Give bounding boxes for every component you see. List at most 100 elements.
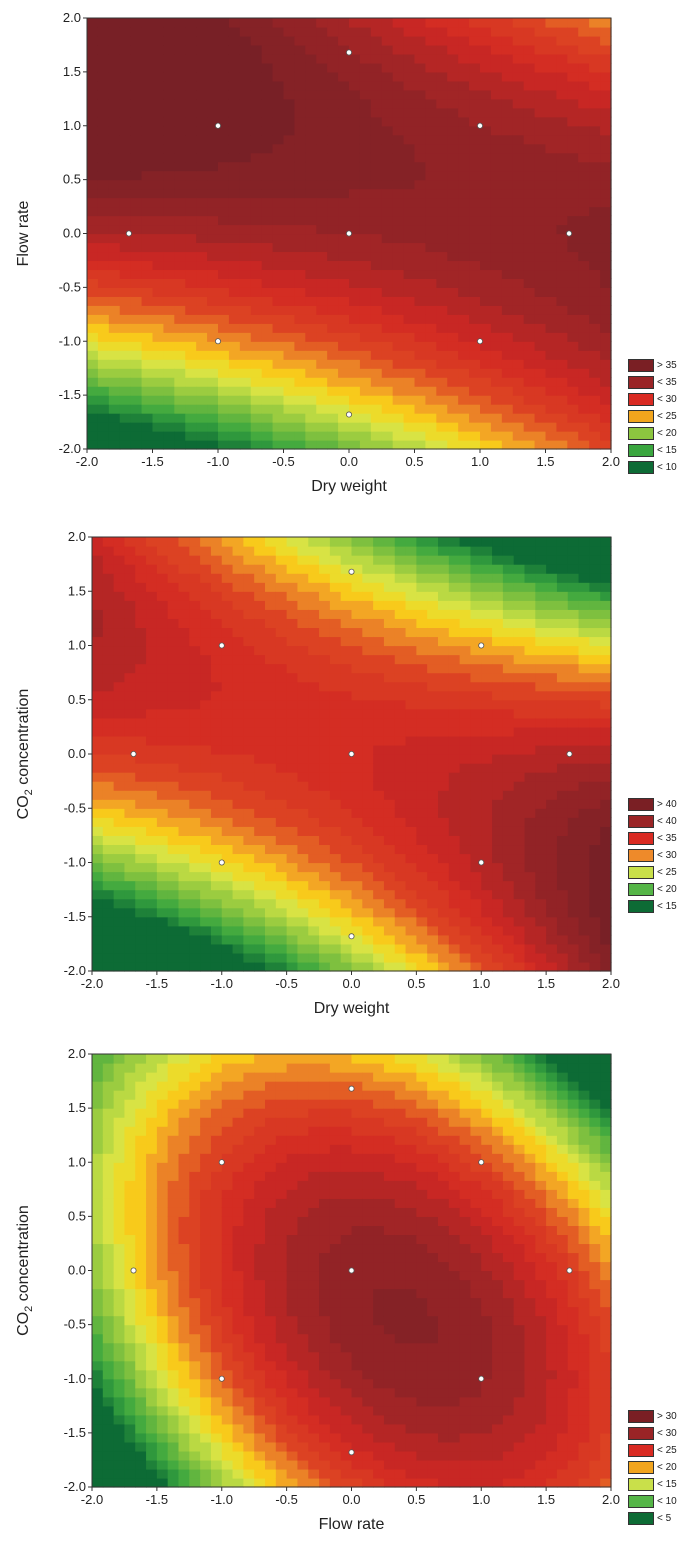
contour-cell (458, 251, 470, 262)
contour-cell (447, 80, 459, 91)
contour-cell (152, 107, 165, 118)
contour-cell (425, 341, 437, 351)
contour-cell (250, 440, 263, 450)
contour-cell (200, 654, 212, 665)
contour-cell (297, 717, 309, 728)
contour-cell (275, 663, 288, 674)
contour-cell (152, 296, 165, 306)
contour-cell (436, 251, 448, 262)
contour-cell (425, 35, 437, 46)
contour-cell (308, 591, 320, 601)
contour-cell (438, 600, 450, 610)
contour-cell (447, 143, 459, 154)
contour-cell (272, 269, 285, 279)
contour-cell (286, 546, 299, 556)
contour-cell (567, 763, 580, 773)
contour-cell (156, 763, 169, 773)
contour-cell (102, 862, 115, 873)
contour-cell (427, 898, 439, 909)
contour-cell (228, 314, 241, 324)
contour-cell (512, 170, 525, 181)
contour-cell (383, 952, 396, 963)
contour-cell (294, 53, 306, 64)
contour-cell (178, 645, 190, 656)
contour-cell (524, 934, 536, 945)
contour-cell (394, 871, 407, 882)
contour-cell (272, 53, 285, 64)
contour-cell (578, 772, 590, 782)
contour-cell (523, 305, 536, 315)
contour-cell (102, 1396, 115, 1407)
contour-cell (556, 826, 569, 836)
contour-cell (327, 134, 339, 145)
contour-cell (308, 582, 320, 592)
contour-cell (414, 116, 427, 127)
contour-cell (338, 341, 350, 351)
contour-cell (416, 916, 428, 927)
contour-cell (436, 422, 448, 432)
contour-cell (373, 772, 385, 782)
contour-cell (600, 314, 612, 324)
contour-cell (108, 260, 121, 271)
contour-cell (210, 835, 223, 846)
contour-cell (359, 296, 372, 306)
contour-cell (327, 287, 339, 297)
contour-cell (146, 600, 158, 610)
contour-cell (578, 735, 590, 746)
contour-cell (405, 726, 417, 737)
contour-cell (512, 278, 525, 288)
contour-cell (102, 591, 115, 601)
contour-cell (102, 1306, 115, 1317)
contour-plot-2: -2.0-2.0-1.5-1.5-1.0-1.0-0.5-0.50.00.00.… (15, 529, 620, 1017)
contour-cell (297, 627, 309, 638)
contour-cell (362, 781, 374, 791)
contour-cell (283, 440, 296, 450)
contour-cell (87, 35, 99, 46)
contour-cell (394, 636, 407, 647)
contour-cell (492, 934, 504, 945)
contour-cell (319, 952, 331, 963)
contour-cell (447, 206, 459, 217)
contour-cell (513, 537, 526, 547)
contour-cell (87, 341, 99, 351)
contour-cell (196, 152, 208, 163)
contour-cell (370, 233, 383, 244)
contour-cell (394, 826, 407, 836)
contour-cell (297, 934, 309, 945)
contour-cell (589, 645, 601, 656)
contour-cell (130, 305, 143, 315)
contour-cell (319, 898, 331, 909)
contour-cell (340, 618, 353, 629)
contour-cell (534, 107, 547, 118)
contour-cell (578, 233, 590, 244)
legend-item: < 25 (628, 864, 677, 880)
contour-cell (102, 1414, 115, 1425)
contour-cell (146, 1468, 158, 1479)
contour-cell (436, 89, 448, 100)
contour-cell (469, 422, 481, 432)
contour-cell (308, 907, 320, 918)
contour-cell (481, 799, 493, 809)
contour-cell (349, 89, 361, 100)
contour-cell (470, 853, 482, 864)
contour-cell (254, 925, 266, 936)
contour-cell (135, 790, 147, 800)
contour-cell (600, 233, 612, 244)
contour-cell (200, 952, 212, 963)
contour-cell (283, 359, 296, 369)
contour-cell (438, 772, 450, 782)
contour-cell (459, 735, 472, 746)
contour-cell (92, 1378, 104, 1389)
contour-cell (427, 862, 439, 873)
contour-cell (383, 808, 396, 818)
contour-cell (438, 754, 450, 764)
contour-plot-3: -2.0-2.0-1.5-1.5-1.0-1.0-0.5-0.50.00.00.… (15, 1046, 620, 1533)
contour-cell (600, 71, 612, 82)
contour-cell (490, 71, 503, 82)
contour-cell (141, 116, 154, 127)
contour-cell (512, 260, 525, 271)
contour-cell (124, 790, 136, 800)
contour-cell (124, 1261, 136, 1272)
contour-cell (589, 808, 601, 818)
contour-cell (589, 835, 601, 846)
